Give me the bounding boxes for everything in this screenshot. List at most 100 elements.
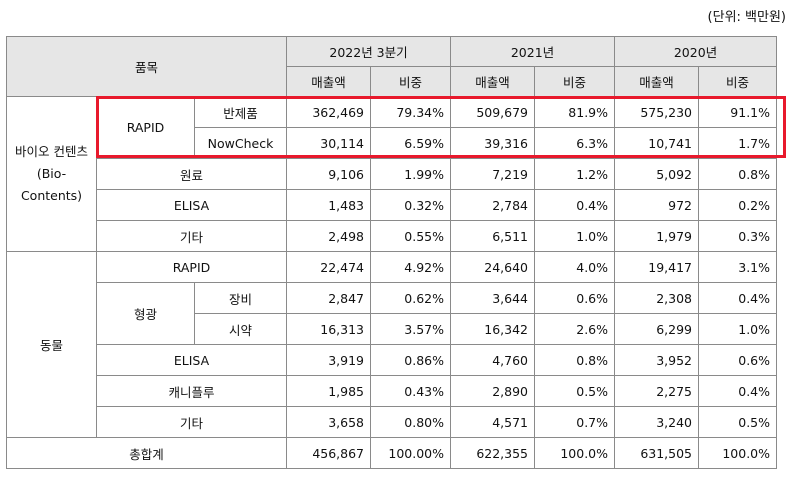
cell-value: 0.86% <box>370 344 452 376</box>
cell-value: 2,784 <box>450 189 536 221</box>
cell-value: 81.9% <box>534 96 616 128</box>
cell-value: 362,469 <box>286 96 372 128</box>
group-animal: 동물 <box>6 251 97 438</box>
cell-value: 6.3% <box>534 127 616 159</box>
cell-value: 622,355 <box>450 437 536 469</box>
cell-value: 0.4% <box>534 189 616 221</box>
cell-value: 0.8% <box>698 158 778 190</box>
table-row: 바이오 컨텐츠 (Bio-Contents) RAPID 반제품 362,469… <box>6 96 778 252</box>
table-row: ELISA 3,919 0.86% 4,760 0.8% 3,952 0.6% <box>7 344 778 376</box>
header-row-2: 매출액 비중 매출액 비중 매출액 비중 <box>7 66 778 97</box>
cell-value: 24,640 <box>450 251 536 283</box>
cell-value: 2,275 <box>614 375 700 407</box>
cell-value: 2,847 <box>286 282 372 314</box>
header-share: 비중 <box>534 66 616 97</box>
row-label: 장비 <box>193 282 288 314</box>
cell-value: 456,867 <box>286 437 372 469</box>
cell-value: 0.6% <box>534 282 616 314</box>
cell-value: 1,483 <box>286 189 372 221</box>
header-period-2022q3: 2022년 3분기 <box>286 36 452 67</box>
table-row: 형광 장비 2,847 0.62% 3,644 0.6% 2,308 0.4% <box>7 282 778 345</box>
table-row: 기타 3,658 0.80% 4,571 0.7% 3,240 0.5% <box>7 406 778 438</box>
cell-value: 16,342 <box>450 313 536 345</box>
cell-value: 4.0% <box>534 251 616 283</box>
cell-value: 6.59% <box>370 127 452 159</box>
cell-value: 3,644 <box>450 282 536 314</box>
cell-value: 19,417 <box>614 251 700 283</box>
cell-value: 509,679 <box>450 96 536 128</box>
cell-value: 16,313 <box>286 313 372 345</box>
cell-value: 3,919 <box>286 344 372 376</box>
cell-value: 39,316 <box>450 127 536 159</box>
total-label: 총합계 <box>5 437 288 469</box>
cell-value: 1.99% <box>370 158 452 190</box>
header-item: 품목 <box>5 36 288 97</box>
cell-value: 6,511 <box>450 220 536 252</box>
row-label: 기타 <box>95 406 288 438</box>
row-label: 시약 <box>193 313 288 345</box>
cell-value: 1.2% <box>534 158 616 190</box>
cell-value: 3,658 <box>286 406 372 438</box>
header-period-2020: 2020년 <box>614 36 778 67</box>
row-label: 기타 <box>95 220 288 252</box>
cell-value: 0.4% <box>698 282 778 314</box>
cell-value: 2.6% <box>534 313 616 345</box>
header-period-2021: 2021년 <box>450 36 616 67</box>
cell-value: 0.80% <box>370 406 452 438</box>
cell-value: 0.8% <box>534 344 616 376</box>
cell-value: 10,741 <box>614 127 700 159</box>
cell-value: 0.7% <box>534 406 616 438</box>
header-sales: 매출액 <box>450 66 536 97</box>
cell-value: 1,985 <box>286 375 372 407</box>
cell-value: 0.6% <box>698 344 778 376</box>
header-sales: 매출액 <box>614 66 700 97</box>
row-label: ELISA <box>95 189 288 221</box>
cell-value: 4,760 <box>450 344 536 376</box>
cell-value: 3,952 <box>614 344 700 376</box>
header-row-1: 품목 2022년 3분기 2021년 2020년 <box>5 36 778 97</box>
cell-value: 0.55% <box>370 220 452 252</box>
cell-value: 575,230 <box>614 96 700 128</box>
unit-note: (단위: 백만원) <box>707 10 786 25</box>
cell-value: 1.7% <box>698 127 778 159</box>
row-label: ELISA <box>95 344 288 376</box>
cell-value: 2,890 <box>450 375 536 407</box>
cell-value: 0.32% <box>370 189 452 221</box>
table-row: 동물 RAPID 22,474 4.92% 24,640 4.0% 19,417… <box>6 251 778 438</box>
row-label: 원료 <box>95 158 288 190</box>
cell-value: 0.43% <box>370 375 452 407</box>
cell-value: 100.00% <box>370 437 452 469</box>
total-row: 총합계 456,867 100.00% 622,355 100.0% 631,5… <box>5 437 778 469</box>
row-label: RAPID <box>95 251 288 283</box>
cell-value: 0.5% <box>698 406 778 438</box>
sales-table: 품목 2022년 3분기 2021년 2020년 매출액 비중 매출액 비중 매… <box>5 36 778 469</box>
cell-value: 22,474 <box>286 251 372 283</box>
cell-value: 100.0% <box>698 437 778 469</box>
header-share: 비중 <box>370 66 452 97</box>
cell-value: 9,106 <box>286 158 372 190</box>
cell-value: 91.1% <box>698 96 778 128</box>
table-row: NowCheck 30,114 6.59% 39,316 6.3% 10,741… <box>7 127 778 159</box>
subgroup-rapid: RAPID <box>96 96 195 159</box>
cell-value: 2,498 <box>286 220 372 252</box>
row-label: 캐니플루 <box>95 375 288 407</box>
cell-value: 4.92% <box>370 251 452 283</box>
cell-value: 0.4% <box>698 375 778 407</box>
table-row: 원료 9,106 1.99% 7,219 1.2% 5,092 0.8% <box>7 158 778 190</box>
cell-value: 7,219 <box>450 158 536 190</box>
cell-value: 30,114 <box>286 127 372 159</box>
subgroup-fluorescence: 형광 <box>96 282 195 345</box>
cell-value: 0.62% <box>370 282 452 314</box>
cell-value: 3.57% <box>370 313 452 345</box>
table-row: 기타 2,498 0.55% 6,511 1.0% 1,979 0.3% <box>7 220 778 252</box>
cell-value: 6,299 <box>614 313 700 345</box>
row-label: 반제품 <box>193 96 288 128</box>
cell-value: 79.34% <box>370 96 452 128</box>
header-sales: 매출액 <box>286 66 372 97</box>
table-row: ELISA 1,483 0.32% 2,784 0.4% 972 0.2% <box>7 189 778 221</box>
cell-value: 3,240 <box>614 406 700 438</box>
cell-value: 0.2% <box>698 189 778 221</box>
header-share: 비중 <box>698 66 778 97</box>
cell-value: 2,308 <box>614 282 700 314</box>
cell-value: 5,092 <box>614 158 700 190</box>
